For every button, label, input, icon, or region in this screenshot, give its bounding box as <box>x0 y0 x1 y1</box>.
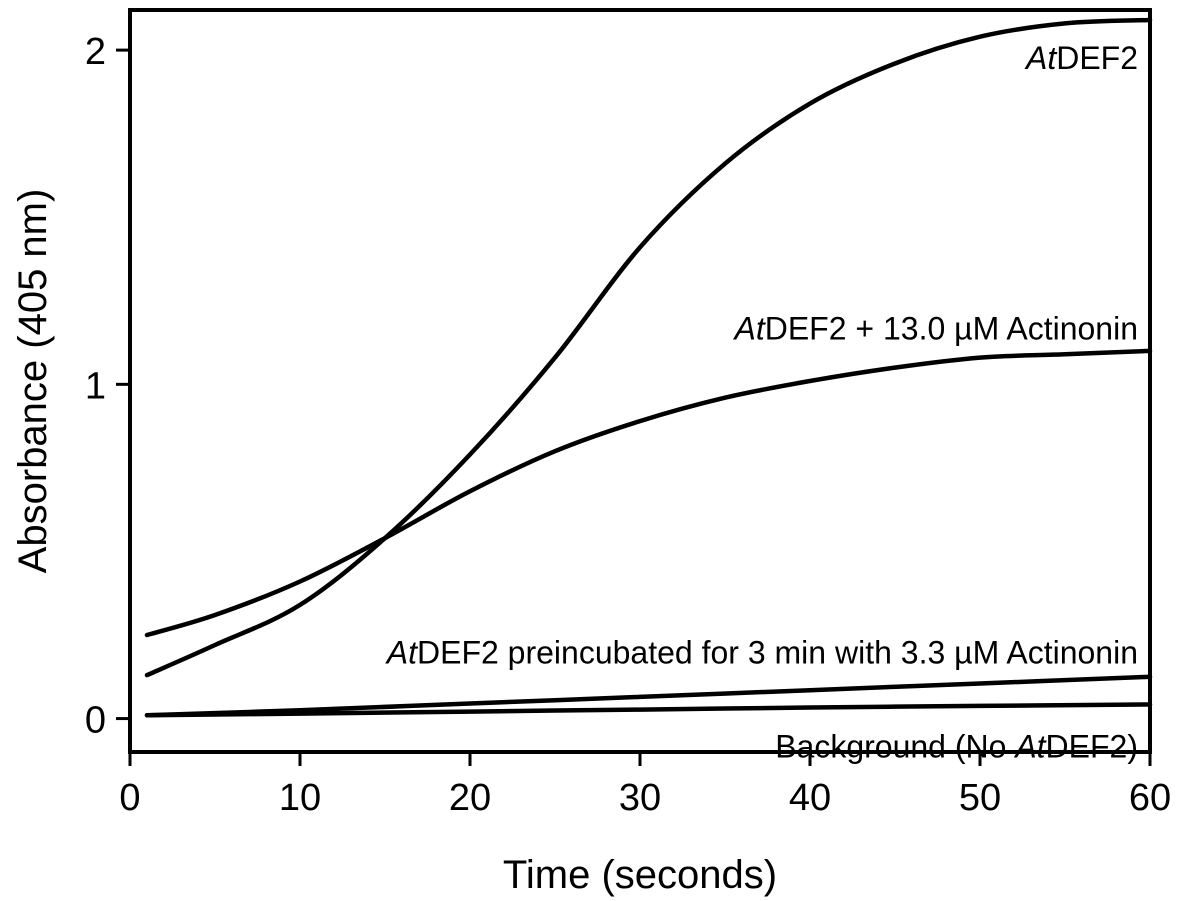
label-atdef2: AtDEF2 <box>1024 40 1138 76</box>
y-axis: 0 1 2 <box>85 31 130 742</box>
label-background-prefix: Background (No <box>775 728 1015 764</box>
label-background: Background (No AtDEF2) <box>775 728 1138 764</box>
x-axis-title: Time (seconds) <box>503 853 777 897</box>
x-axis: 0 10 20 30 40 50 60 <box>119 752 1171 819</box>
y-tick-label: 1 <box>85 365 106 407</box>
label-atdef2-italic: At <box>1024 40 1057 76</box>
x-tick-label: 0 <box>119 777 140 819</box>
y-axis-title: Absorbance (405 nm) <box>11 189 55 574</box>
curve-atdef2-actinonin <box>144 348 1153 638</box>
label-actinonin-rest: DEF2 + 13.0 µM Actinonin <box>765 311 1138 347</box>
x-tick-label: 50 <box>959 777 1001 819</box>
curve-preincubated <box>144 674 1153 718</box>
x-tick-label: 30 <box>619 777 661 819</box>
label-preincubated-italic: At <box>385 635 418 671</box>
label-atdef2-actinonin: AtDEF2 + 13.0 µM Actinonin <box>732 311 1138 347</box>
x-tick-label: 40 <box>789 777 831 819</box>
x-tick-label: 60 <box>1129 777 1171 819</box>
label-preincubated-rest: DEF2 preincubated for 3 min with 3.3 µM … <box>417 635 1138 671</box>
x-tick-label: 10 <box>279 777 321 819</box>
curve-atdef2 <box>144 17 1153 678</box>
label-preincubated: AtDEF2 preincubated for 3 min with 3.3 µ… <box>385 635 1138 671</box>
x-tick-label: 20 <box>449 777 491 819</box>
label-background-italic: At <box>1013 728 1046 764</box>
y-tick-label: 0 <box>85 700 106 742</box>
label-actinonin-italic: At <box>732 311 765 347</box>
label-atdef2-rest: DEF2 <box>1056 40 1138 76</box>
label-background-suffix: DEF2) <box>1046 728 1138 764</box>
y-tick-label: 2 <box>85 31 106 73</box>
series-group <box>144 17 1153 718</box>
curve-background <box>144 702 1153 718</box>
